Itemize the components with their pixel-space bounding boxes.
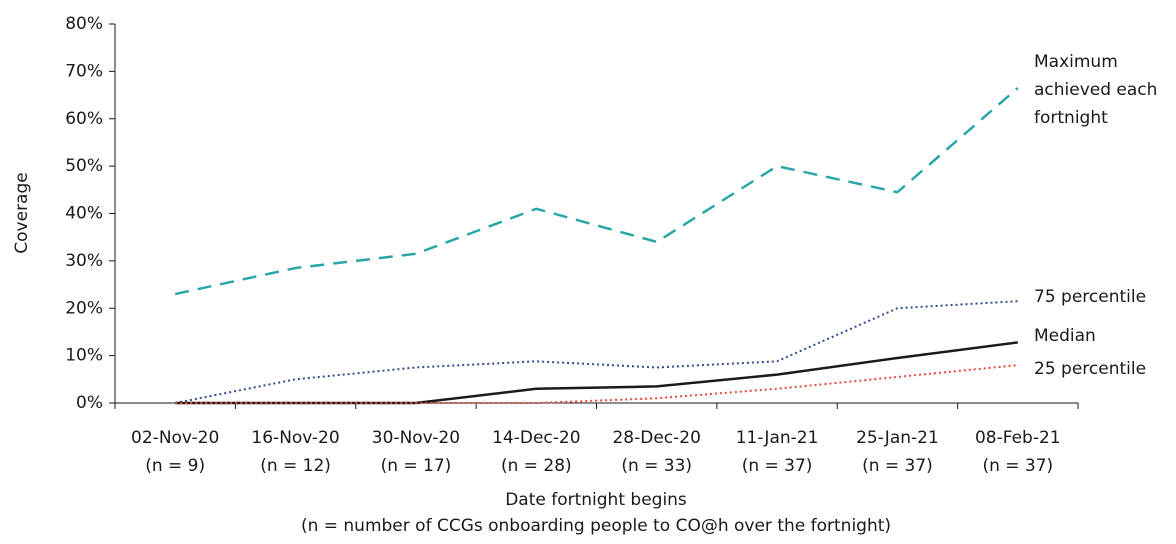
x-tick-label: 16-Nov-20 xyxy=(251,428,339,448)
x-tick-label: 25-Jan-21 xyxy=(856,428,939,448)
y-tick-label: 10% xyxy=(65,346,103,366)
legend-label: 75 percentile xyxy=(1034,287,1146,307)
x-tick-sublabel: (n = 33) xyxy=(621,456,692,476)
x-axis-label: Date fortnight begins xyxy=(505,490,687,510)
x-tick-label: 28-Dec-20 xyxy=(612,428,700,448)
x-tick-label: 14-Dec-20 xyxy=(492,428,580,448)
x-tick-label: 08-Feb-21 xyxy=(975,428,1061,448)
series-line xyxy=(174,87,1019,296)
x-tick-label: 11-Jan-21 xyxy=(736,428,819,448)
y-tick-label: 70% xyxy=(65,61,103,81)
y-tick-label: 50% xyxy=(65,156,103,176)
x-tick-label: 30-Nov-20 xyxy=(372,428,460,448)
y-tick-label: 30% xyxy=(65,251,103,271)
x-tick-sublabel: (n = 12) xyxy=(260,456,331,476)
x-tick-label: 02-Nov-20 xyxy=(131,428,219,448)
x-tick-sublabel: (n = 17) xyxy=(381,456,452,476)
y-tick-label: 20% xyxy=(65,298,103,318)
x-tick-sublabel: (n = 28) xyxy=(501,456,572,476)
legend-label: Maximum achieved each fortnight xyxy=(1034,52,1157,128)
series-line xyxy=(175,364,1018,404)
legend-label: 25 percentile xyxy=(1034,359,1146,379)
legend-label: Median xyxy=(1034,326,1096,346)
y-tick-label: 60% xyxy=(65,109,103,129)
series-line xyxy=(175,341,1018,405)
x-tick-sublabel: (n = 37) xyxy=(742,456,813,476)
x-tick-sublabel: (n = 37) xyxy=(862,456,933,476)
x-tick-sublabel: (n = 37) xyxy=(982,456,1053,476)
x-axis-note: (n = number of CCGs onboarding people to… xyxy=(301,516,891,536)
y-tick-label: 0% xyxy=(76,393,103,413)
y-axis-label: Coverage xyxy=(12,172,32,253)
y-tick-label: 40% xyxy=(65,204,103,224)
x-tick-sublabel: (n = 9) xyxy=(145,456,205,476)
y-tick-label: 80% xyxy=(65,14,103,34)
